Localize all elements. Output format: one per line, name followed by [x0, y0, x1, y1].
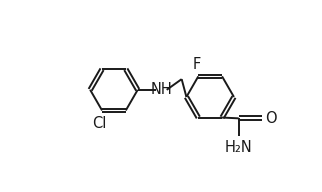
Text: Cl: Cl — [92, 116, 107, 131]
Text: H₂N: H₂N — [225, 141, 252, 156]
Text: F: F — [193, 57, 201, 72]
Text: NH: NH — [151, 82, 172, 97]
Text: O: O — [265, 111, 277, 126]
